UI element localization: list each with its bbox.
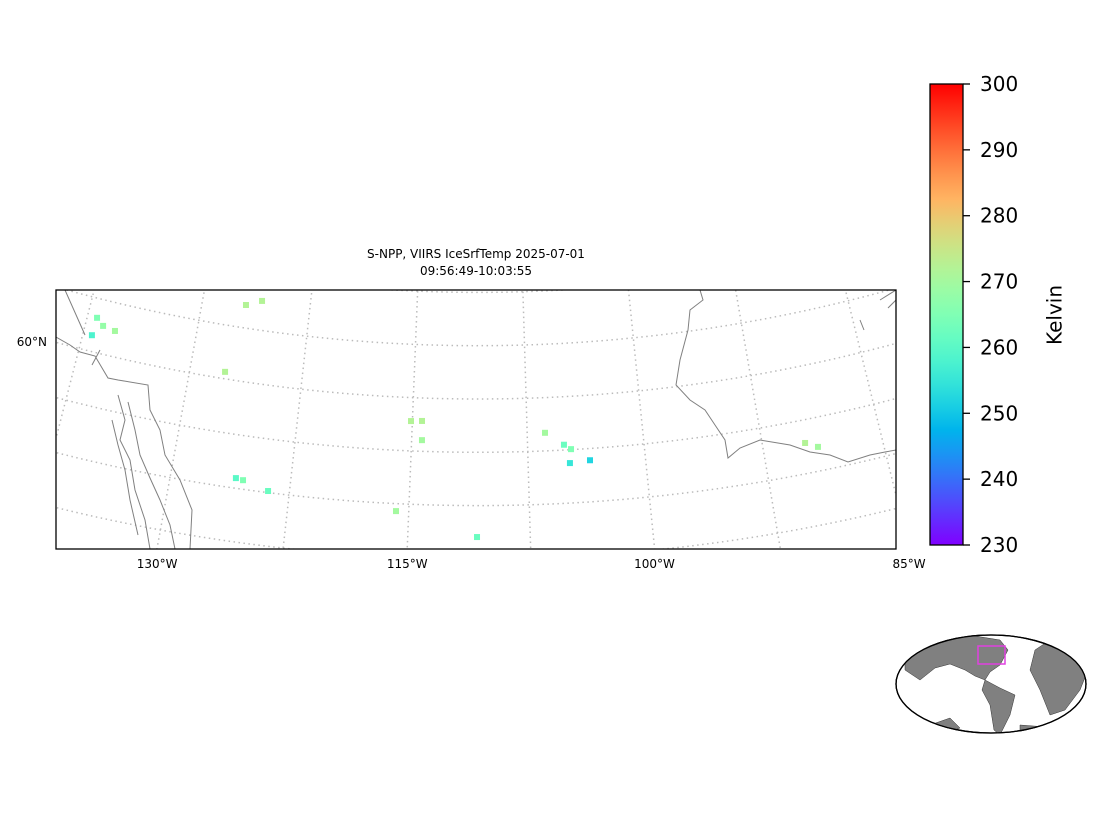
- parallel: [56, 396, 896, 454]
- data-point: [586, 457, 593, 464]
- title: S-NPP, VIIRS IceSrfTemp 2025-07-01: [367, 247, 585, 261]
- colorbar-tick-label: 240: [980, 467, 1018, 491]
- data-point: [232, 475, 239, 482]
- data-point: [566, 460, 573, 467]
- colorbar-tick-label: 290: [980, 138, 1018, 162]
- data-point: [419, 417, 426, 424]
- data-point: [802, 439, 809, 446]
- lon-tick-label: 85°W: [892, 557, 925, 571]
- colorbar-tick-label: 280: [980, 204, 1018, 228]
- data-point: [222, 368, 229, 375]
- data-point: [94, 314, 101, 321]
- map-frame: [55, 289, 897, 550]
- data-point: [265, 488, 272, 495]
- data-point: [560, 441, 567, 448]
- coastlines: [56, 290, 896, 549]
- points: [88, 297, 821, 541]
- data-point: [393, 508, 400, 515]
- graticule: [0, 108, 1078, 619]
- meridian: [734, 290, 782, 549]
- data-point: [418, 437, 425, 444]
- data-point: [408, 418, 415, 425]
- colorbar-tick-label: 250: [980, 401, 1018, 425]
- data-point: [100, 322, 107, 329]
- data-point: [111, 327, 118, 334]
- subtitle: 09:56:49-10:03:55: [420, 264, 532, 278]
- lon-tick-label: 115°W: [387, 557, 428, 571]
- data-point: [474, 534, 481, 541]
- data-point: [542, 429, 549, 436]
- data-point: [88, 332, 95, 339]
- colorbar-label: Kelvin: [1043, 285, 1067, 345]
- colorbar-tick-label: 270: [980, 270, 1018, 294]
- data-point: [259, 297, 266, 304]
- data-point: [242, 302, 249, 309]
- parallel: [0, 108, 1078, 239]
- meridian: [56, 290, 95, 442]
- lon-tick-label: 100°W: [634, 557, 675, 571]
- lon-tick-label: 130°W: [137, 557, 178, 571]
- colorbar-tick-label: 300: [980, 72, 1018, 96]
- meridian: [627, 290, 656, 549]
- colorbar: [929, 83, 964, 546]
- meridian: [282, 290, 313, 549]
- inset-globe: [895, 634, 1087, 734]
- colorbar-tick-label: 230: [980, 533, 1018, 557]
- data-point: [240, 477, 247, 484]
- data-point: [568, 446, 575, 453]
- meridian: [0, 114, 39, 619]
- parallel: [64, 290, 892, 347]
- lat-tick-label: 60°N: [17, 335, 47, 349]
- data-point: [814, 443, 821, 450]
- colorbar-tick-label: 260: [980, 335, 1018, 359]
